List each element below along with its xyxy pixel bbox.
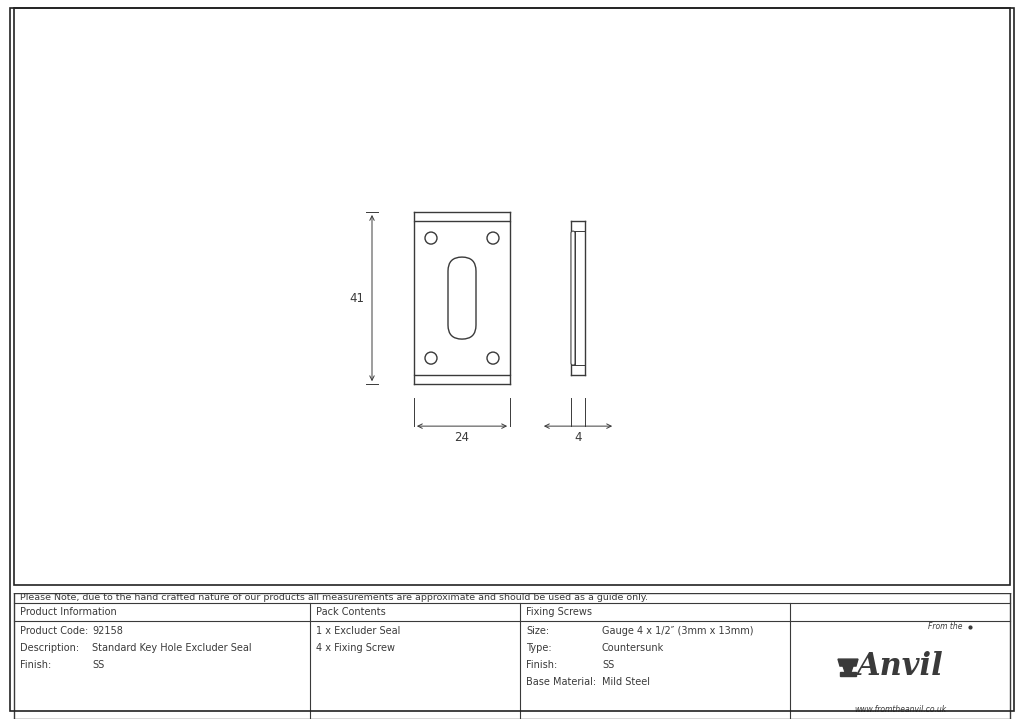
Text: 92158: 92158 bbox=[92, 626, 123, 636]
FancyBboxPatch shape bbox=[571, 231, 575, 365]
Text: 24: 24 bbox=[455, 431, 469, 444]
Polygon shape bbox=[840, 672, 856, 676]
Text: Fixing Screws: Fixing Screws bbox=[526, 607, 592, 617]
Text: Finish:: Finish: bbox=[526, 660, 557, 670]
Text: www.fromtheanvil.co.uk: www.fromtheanvil.co.uk bbox=[854, 705, 946, 714]
Text: Anvil: Anvil bbox=[857, 651, 943, 682]
Text: Size:: Size: bbox=[526, 626, 549, 636]
Text: SS: SS bbox=[602, 660, 614, 670]
Circle shape bbox=[487, 232, 499, 244]
Text: SS: SS bbox=[92, 660, 104, 670]
Text: Type:: Type: bbox=[526, 643, 552, 653]
Text: 1 x Excluder Seal: 1 x Excluder Seal bbox=[316, 626, 400, 636]
Text: Description:: Description: bbox=[20, 643, 79, 653]
Text: Please Note, due to the hand crafted nature of our products all measurements are: Please Note, due to the hand crafted nat… bbox=[20, 593, 648, 603]
Text: Pack Contents: Pack Contents bbox=[316, 607, 386, 617]
Text: Base Material:: Base Material: bbox=[526, 677, 596, 687]
Text: 4: 4 bbox=[574, 431, 582, 444]
Text: Standard Key Hole Excluder Seal: Standard Key Hole Excluder Seal bbox=[92, 643, 252, 653]
Text: Gauge 4 x 1/2″ (3mm x 13mm): Gauge 4 x 1/2″ (3mm x 13mm) bbox=[602, 626, 754, 636]
Polygon shape bbox=[838, 659, 858, 666]
Text: Countersunk: Countersunk bbox=[602, 643, 665, 653]
Circle shape bbox=[425, 352, 437, 364]
Text: Finish:: Finish: bbox=[20, 660, 51, 670]
Text: Product Code:: Product Code: bbox=[20, 626, 88, 636]
FancyBboxPatch shape bbox=[449, 257, 476, 339]
Text: From the: From the bbox=[928, 622, 963, 631]
Text: Mild Steel: Mild Steel bbox=[602, 677, 650, 687]
Circle shape bbox=[487, 352, 499, 364]
Bar bbox=[414, 221, 510, 375]
Text: 41: 41 bbox=[349, 292, 364, 305]
Text: 4 x Fixing Screw: 4 x Fixing Screw bbox=[316, 643, 395, 653]
Text: Product Information: Product Information bbox=[20, 607, 117, 617]
Circle shape bbox=[425, 232, 437, 244]
Polygon shape bbox=[843, 666, 853, 672]
